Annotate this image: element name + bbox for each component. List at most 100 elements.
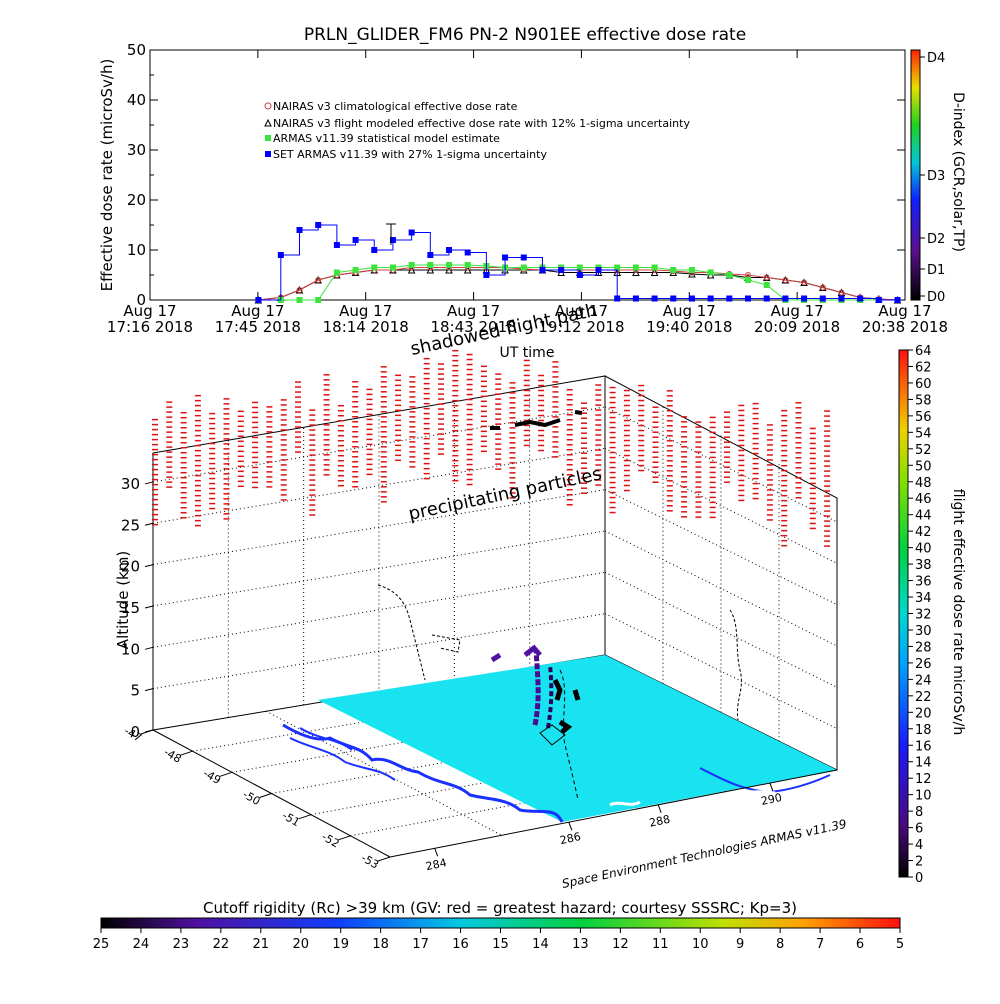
data-point [726, 295, 733, 302]
data-point [295, 285, 304, 294]
front-edge-right [389, 769, 838, 858]
data-point [296, 297, 303, 303]
data-point [838, 295, 845, 302]
lat-tick [377, 856, 391, 862]
rigidity-colorbar-tick-label: 6 [856, 937, 864, 952]
x-tick-label-date: Aug 17 [771, 302, 824, 320]
d-index-tick-label: D0 [927, 290, 945, 305]
z-tick [144, 688, 154, 692]
dose-colorbar-tick-label: 34 [915, 591, 932, 606]
data-point [688, 295, 695, 302]
x-tick-label-date: Aug 17 [123, 302, 176, 320]
rigidity-colorbar-title: Cutoff rigidity (Rc) >39 km (GV: red = g… [203, 899, 797, 917]
data-point [333, 269, 340, 276]
x-tick-label-date: Aug 17 [878, 302, 931, 320]
dose-colorbar-tick-label: 28 [915, 640, 932, 655]
series-set-armas [255, 222, 901, 303]
x-tick-label-date: Aug 17 [339, 302, 392, 320]
data-point [520, 264, 527, 271]
coastline-fjords [289, 727, 396, 781]
dose-colorbar-tick-label: 6 [915, 822, 923, 837]
data-point [296, 287, 303, 293]
data-point [315, 222, 322, 228]
rigidity-colorbar-tick-label: 24 [133, 937, 150, 952]
dose-colorbar-tick-label: 10 [915, 789, 932, 804]
y-axis: 0 10 20 30 40 50 [127, 41, 905, 309]
d-index-tick-label: D3 [927, 169, 945, 184]
x-tick-label-time: 19:40 2018 [646, 318, 732, 336]
legend-label: NAIRAS v3 climatological effective dose … [273, 100, 518, 113]
flight-track [490, 410, 583, 746]
legend: NAIRAS v3 climatological effective dose … [264, 100, 690, 161]
lat-tick [180, 750, 193, 756]
lat-tick [298, 814, 312, 820]
legend-item-set-armas: SET ARMAS v11.39 with 27% 1-sigma uncert… [265, 148, 547, 161]
z-tick [144, 646, 154, 650]
z-tick-label: 15 [121, 599, 140, 617]
data-point [315, 277, 322, 283]
lon-tick-label: 288 [648, 813, 671, 830]
data-point [819, 284, 826, 291]
series-line [258, 224, 898, 301]
lon-tick [769, 782, 774, 792]
flight-track-top [490, 644, 542, 663]
x-tick-label-time: 19:12 2018 [538, 318, 624, 336]
data-point [651, 264, 658, 271]
lat-tick-label: -51 [280, 809, 302, 829]
dose-colorbar-tick-label: 4 [915, 838, 923, 853]
coastline-islands [282, 723, 564, 823]
legend-item-armas-model: ARMAS v11.39 statistical model estimate [265, 132, 500, 145]
lat-tick-label: -48 [161, 746, 183, 766]
z-tick [144, 481, 154, 485]
dose-colorbar-tick-label: 52 [915, 443, 932, 458]
dose-colorbar-tick-label: 32 [915, 608, 932, 623]
rigidity-colorbar-tick-label: 17 [412, 937, 429, 952]
data-point [464, 262, 471, 268]
flight-track-curtain [532, 649, 541, 726]
rigidity-colorbar-tick-label: 18 [372, 937, 389, 952]
dose-colorbar-tick-label: 24 [915, 673, 932, 688]
data-point [408, 262, 415, 268]
airport-marker [539, 724, 566, 746]
lat-tick [338, 835, 351, 841]
legend-label: NAIRAS v3 flight modeled effective dose … [273, 117, 690, 130]
data-point [446, 262, 453, 268]
shadow-track-projection [490, 410, 583, 430]
lat-tick-label: -50 [240, 788, 262, 808]
dose-colorbar-tick-label: 30 [915, 624, 932, 639]
z-tick-label: 5 [130, 682, 140, 700]
rigidity-colorbar-tick-label: 13 [572, 937, 589, 952]
data-point [838, 289, 845, 296]
precipitating-particle-columns [152, 349, 831, 547]
z-tick [144, 564, 154, 568]
dose-colorbar-tick-label: 42 [915, 525, 932, 540]
d-index-ticks: D0 D1 D2 D3 D4 [920, 51, 945, 305]
lon-tick [568, 822, 573, 831]
data-point [782, 277, 789, 283]
y-tick-label: 0 [136, 291, 146, 309]
z-tick-label: 25 [121, 516, 140, 534]
lon-tick-label: 290 [760, 791, 783, 808]
lon-tick [434, 848, 439, 857]
credit-text: Space Environment Technologies ARMAS v11… [561, 817, 848, 891]
x-tick-label-date: Aug 17 [447, 302, 500, 320]
dose-colorbar-tick-label: 46 [915, 492, 932, 507]
rigidity-colorbar-tick-label: 12 [612, 937, 629, 952]
z-tick-label: 20 [121, 558, 140, 576]
data-point [464, 249, 471, 256]
data-point [801, 279, 808, 286]
rigidity-colorbar-tick-label: 25 [93, 937, 110, 952]
data-point [333, 242, 340, 248]
rigidity-colorbar-tick-label: 21 [253, 937, 270, 952]
rigidity-colorbar-ticks: 25 24 23 22 21 20 19 18 17 16 15 14 13 12 11 10 9 8 7 6 5 [93, 928, 904, 952]
data-point [427, 262, 434, 268]
x-tick-label-time: 17:45 2018 [215, 318, 301, 336]
y-tick-label: 50 [127, 41, 146, 59]
lat-tick-label: -53 [359, 851, 381, 871]
legend-item-nairas-flight: NAIRAS v3 flight modeled effective dose … [264, 117, 690, 130]
dose-colorbar-tick-label: 22 [915, 690, 932, 705]
dose-colorbar-tick-label: 62 [915, 360, 932, 375]
dose-colorbar-tick-label: 64 [915, 344, 932, 359]
dose-colorbar-tick-label: 26 [915, 657, 932, 672]
